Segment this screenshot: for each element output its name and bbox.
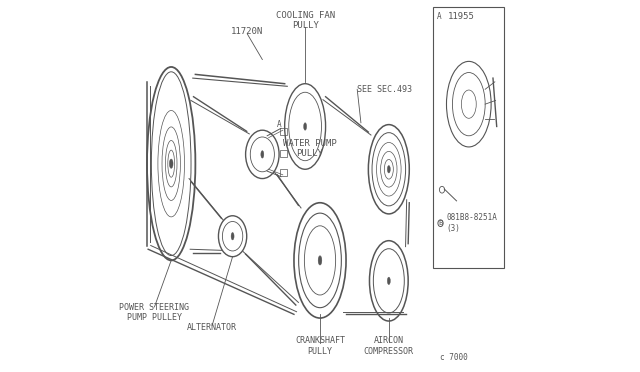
Ellipse shape xyxy=(261,151,264,158)
Ellipse shape xyxy=(303,123,307,130)
Text: SEE SEC.493: SEE SEC.493 xyxy=(357,85,412,94)
Text: CRANKSHAFT
PULLY: CRANKSHAFT PULLY xyxy=(295,336,345,356)
Text: POWER STEERING
PUMP PULLEY: POWER STEERING PUMP PULLEY xyxy=(120,303,189,322)
Text: AIRCON
COMPRESSOR: AIRCON COMPRESSOR xyxy=(364,336,414,356)
Ellipse shape xyxy=(231,232,234,240)
Text: 11955: 11955 xyxy=(448,12,475,21)
Bar xyxy=(433,7,504,268)
Text: A: A xyxy=(437,12,442,21)
Text: ALTERNATOR: ALTERNATOR xyxy=(187,323,237,332)
Ellipse shape xyxy=(387,277,390,285)
Text: A: A xyxy=(277,120,282,129)
Ellipse shape xyxy=(170,159,173,168)
Text: B: B xyxy=(438,220,443,226)
Text: COOLING FAN
PULLY: COOLING FAN PULLY xyxy=(276,11,335,30)
Text: WATER PUMP
PULLY: WATER PUMP PULLY xyxy=(283,139,337,158)
Text: 11720N: 11720N xyxy=(231,27,264,36)
Text: 081B8-8251A
(3): 081B8-8251A (3) xyxy=(447,214,497,233)
Ellipse shape xyxy=(387,166,390,173)
Ellipse shape xyxy=(318,256,322,265)
Text: c 7000: c 7000 xyxy=(440,353,468,362)
